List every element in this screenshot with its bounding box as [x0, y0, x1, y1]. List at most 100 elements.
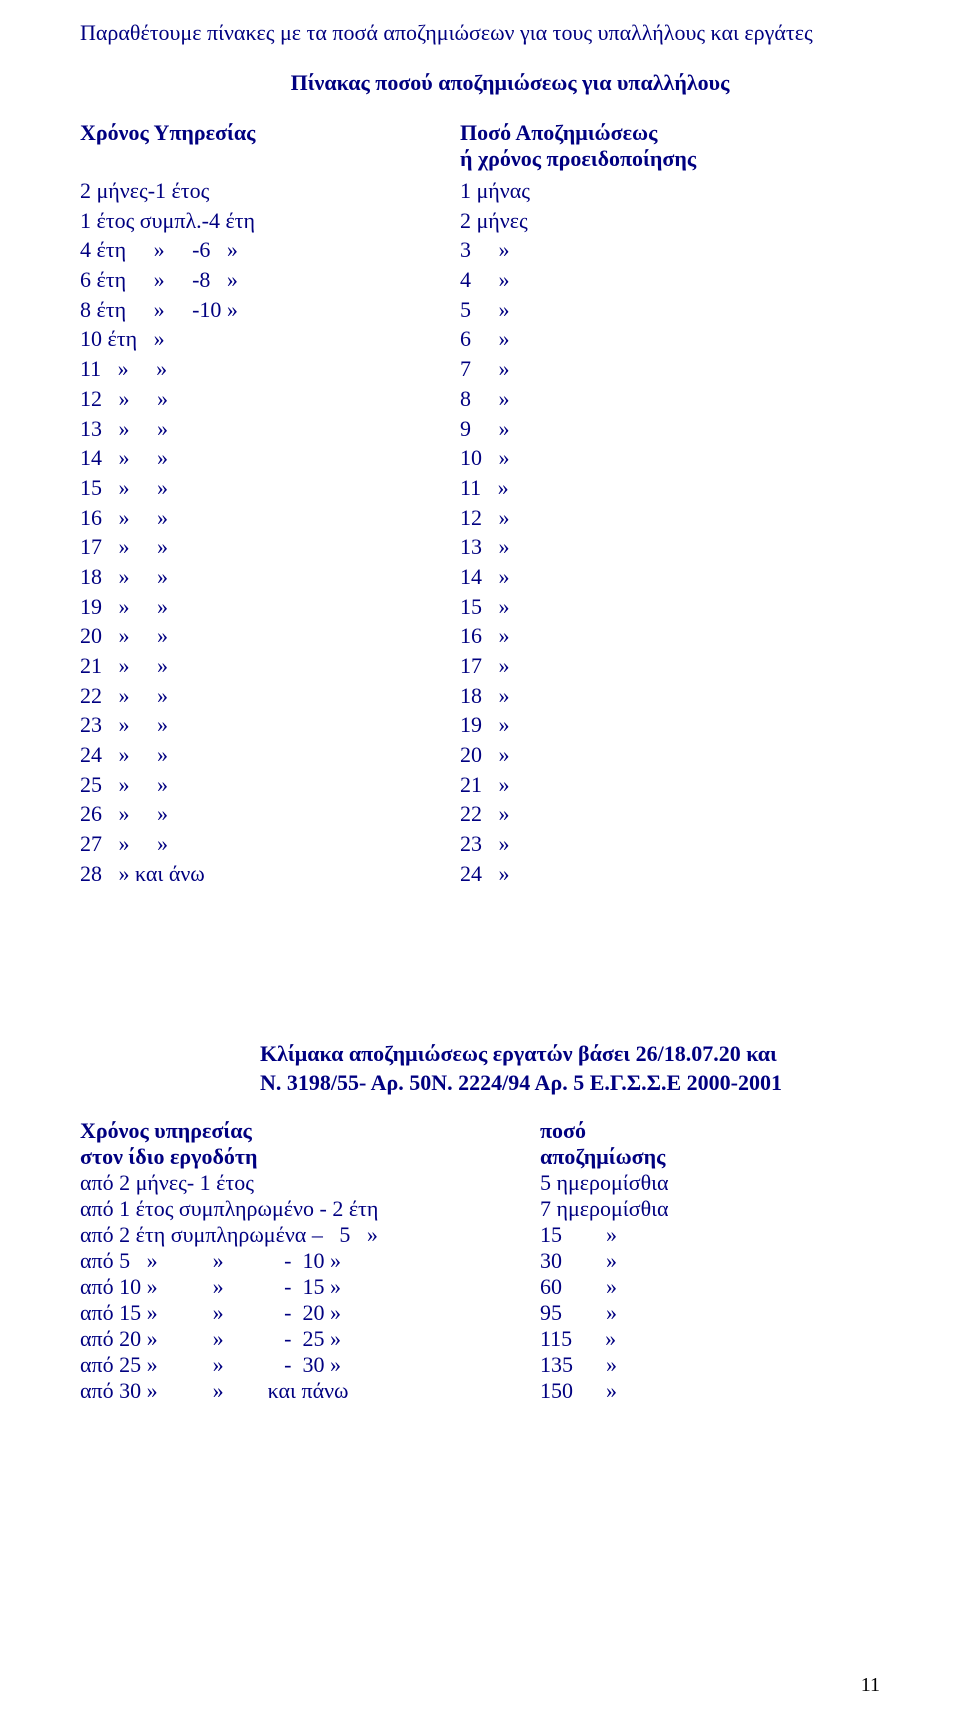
- table1-cell-left: 14 » »: [80, 443, 460, 473]
- table1-cell-left: 4 έτη » -6 »: [80, 235, 460, 265]
- table1-cell-left: 1 έτος συμπλ.-4 έτη: [80, 206, 460, 236]
- table1-cell-left: 8 έτη » -10 »: [80, 295, 460, 325]
- table1-cell-right: 5 »: [460, 295, 880, 325]
- table1-cell-right: 2 μήνες: [460, 206, 880, 236]
- table2-cell-left: από 2 έτη συμπληρωμένα – 5 »: [80, 1222, 540, 1248]
- table1-cell-right: 20 »: [460, 740, 880, 770]
- table2-cell-right: 150 »: [540, 1378, 880, 1404]
- table1-cell-right: 18 »: [460, 681, 880, 711]
- table-row: από 1 έτος συμπληρωμένο - 2 έτη7 ημερομί…: [80, 1196, 880, 1222]
- table2-header-left-line1: Χρόνος υπηρεσίας: [80, 1118, 540, 1144]
- table1-cell-left: 6 έτη » -8 »: [80, 265, 460, 295]
- table-row: 1 έτος συμπλ.-4 έτη2 μήνες: [80, 206, 880, 236]
- table-row: από 25 » » - 30 »135 »: [80, 1352, 880, 1378]
- table-row: από 15 » » - 20 »95 »: [80, 1300, 880, 1326]
- table1-cell-left: 21 » »: [80, 651, 460, 681]
- table2-title-line2: Ν. 3198/55- Αρ. 50Ν. 2224/94 Αρ. 5 Ε.Γ.Σ…: [260, 1068, 880, 1098]
- table2-cell-right: 95 »: [540, 1300, 880, 1326]
- table2-header-right-line2: αποζημίωσης: [540, 1144, 880, 1170]
- table1-cell-left: 28 » και άνω: [80, 859, 460, 889]
- table1-cell-right: 9 »: [460, 414, 880, 444]
- table2-cell-left: από 20 » » - 25 »: [80, 1326, 540, 1352]
- table-row: 10 έτη »6 »: [80, 324, 880, 354]
- table-row: 26 » »22 »: [80, 799, 880, 829]
- table-row: από 30 » » και πάνω150 »: [80, 1378, 880, 1404]
- table1-body: 2 μήνες-1 έτος1 μήνας1 έτος συμπλ.-4 έτη…: [80, 176, 880, 889]
- table1-cell-left: 19 » »: [80, 592, 460, 622]
- table1-cell-right: 11 »: [460, 473, 880, 503]
- table1-cell-left: 11 » »: [80, 354, 460, 384]
- table-row: 6 έτη » -8 »4 »: [80, 265, 880, 295]
- table-row: 22 » »18 »: [80, 681, 880, 711]
- table1-cell-right: 14 »: [460, 562, 880, 592]
- table2-cell-left: από 10 » » - 15 »: [80, 1274, 540, 1300]
- table1-cell-left: 26 » »: [80, 799, 460, 829]
- table-row: 2 μήνες-1 έτος1 μήνας: [80, 176, 880, 206]
- table1-cell-right: 19 »: [460, 710, 880, 740]
- table-row: 28 » και άνω24 »: [80, 859, 880, 889]
- table-row: 21 » »17 »: [80, 651, 880, 681]
- table-row: 27 » »23 »: [80, 829, 880, 859]
- table1-cell-left: 10 έτη »: [80, 324, 460, 354]
- table1-cell-right: 4 »: [460, 265, 880, 295]
- table1-header-right-line2: ή χρόνος προειδοποίησης: [460, 146, 880, 172]
- table-row: 23 » »19 »: [80, 710, 880, 740]
- table-row: από 2 μήνες- 1 έτος5 ημερομίσθια: [80, 1170, 880, 1196]
- table-row: από 2 έτη συμπληρωμένα – 5 »15 »: [80, 1222, 880, 1248]
- table1-cell-left: 2 μήνες-1 έτος: [80, 176, 460, 206]
- table2-title: Κλίμακα αποζημιώσεως εργατών βάσει 26/18…: [80, 1039, 880, 1098]
- table2-cell-right: 115 »: [540, 1326, 880, 1352]
- table1-cell-right: 13 »: [460, 532, 880, 562]
- table1-cell-right: 21 »: [460, 770, 880, 800]
- table1-title: Πίνακας ποσού αποζημιώσεως για υπαλλήλου…: [80, 70, 880, 96]
- table1-cell-right: 17 »: [460, 651, 880, 681]
- table-row: από 5 » » - 10 »30 »: [80, 1248, 880, 1274]
- table-row: 11 » »7 »: [80, 354, 880, 384]
- table1-cell-left: 25 » »: [80, 770, 460, 800]
- table2-title-line1: Κλίμακα αποζημιώσεως εργατών βάσει 26/18…: [260, 1039, 880, 1069]
- table1-cell-right: 7 »: [460, 354, 880, 384]
- table1-cell-right: 8 »: [460, 384, 880, 414]
- table1-cell-left: 22 » »: [80, 681, 460, 711]
- table1-cell-right: 22 »: [460, 799, 880, 829]
- table1-header-right-line1: Ποσό Αποζημιώσεως: [460, 120, 880, 146]
- table1-cell-left: 16 » »: [80, 503, 460, 533]
- table1-cell-right: 24 »: [460, 859, 880, 889]
- table-row: 20 » »16 »: [80, 621, 880, 651]
- table1-cell-left: 27 » »: [80, 829, 460, 859]
- table1-cell-left: 23 » »: [80, 710, 460, 740]
- table-row: 15 » »11 »: [80, 473, 880, 503]
- table1-cell-left: 13 » »: [80, 414, 460, 444]
- table-row: 14 » »10 »: [80, 443, 880, 473]
- table2-header-right-line1: ποσό: [540, 1118, 880, 1144]
- table-row: 18 » »14 »: [80, 562, 880, 592]
- table1-cell-left: 15 » »: [80, 473, 460, 503]
- table2-header-left-line2: στον ίδιο εργοδότη: [80, 1144, 540, 1170]
- table1-header-left: Χρόνος Υπηρεσίας: [80, 120, 460, 172]
- table1-cell-left: 20 » »: [80, 621, 460, 651]
- table-row: 16 » »12 »: [80, 503, 880, 533]
- table1-cell-left: 18 » »: [80, 562, 460, 592]
- table-row: 4 έτη » -6 »3 »: [80, 235, 880, 265]
- table1-cell-right: 12 »: [460, 503, 880, 533]
- table1-cell-right: 3 »: [460, 235, 880, 265]
- table2-cell-left: από 15 » » - 20 »: [80, 1300, 540, 1326]
- intro-text: Παραθέτουμε πίνακες με τα ποσά αποζημιώσ…: [80, 20, 880, 46]
- table2-cell-left: από 1 έτος συμπληρωμένο - 2 έτη: [80, 1196, 540, 1222]
- table2-cell-right: 5 ημερομίσθια: [540, 1170, 880, 1196]
- table2-cell-right: 30 »: [540, 1248, 880, 1274]
- table-row: 19 » »15 »: [80, 592, 880, 622]
- table2-cell-left: από 25 » » - 30 »: [80, 1352, 540, 1378]
- table2-cell-right: 60 »: [540, 1274, 880, 1300]
- table2-body: από 2 μήνες- 1 έτος5 ημερομίσθιααπό 1 έτ…: [80, 1170, 880, 1404]
- table-row: από 20 » » - 25 »115 »: [80, 1326, 880, 1352]
- table1-cell-right: 6 »: [460, 324, 880, 354]
- table1-cell-left: 24 » »: [80, 740, 460, 770]
- table1-cell-right: 10 »: [460, 443, 880, 473]
- table2-cell-left: από 2 μήνες- 1 έτος: [80, 1170, 540, 1196]
- table2-cell-right: 15 »: [540, 1222, 880, 1248]
- table2-cell-right: 135 »: [540, 1352, 880, 1378]
- table1-cell-right: 23 »: [460, 829, 880, 859]
- table-row: 17 » »13 »: [80, 532, 880, 562]
- table-row: 25 » »21 »: [80, 770, 880, 800]
